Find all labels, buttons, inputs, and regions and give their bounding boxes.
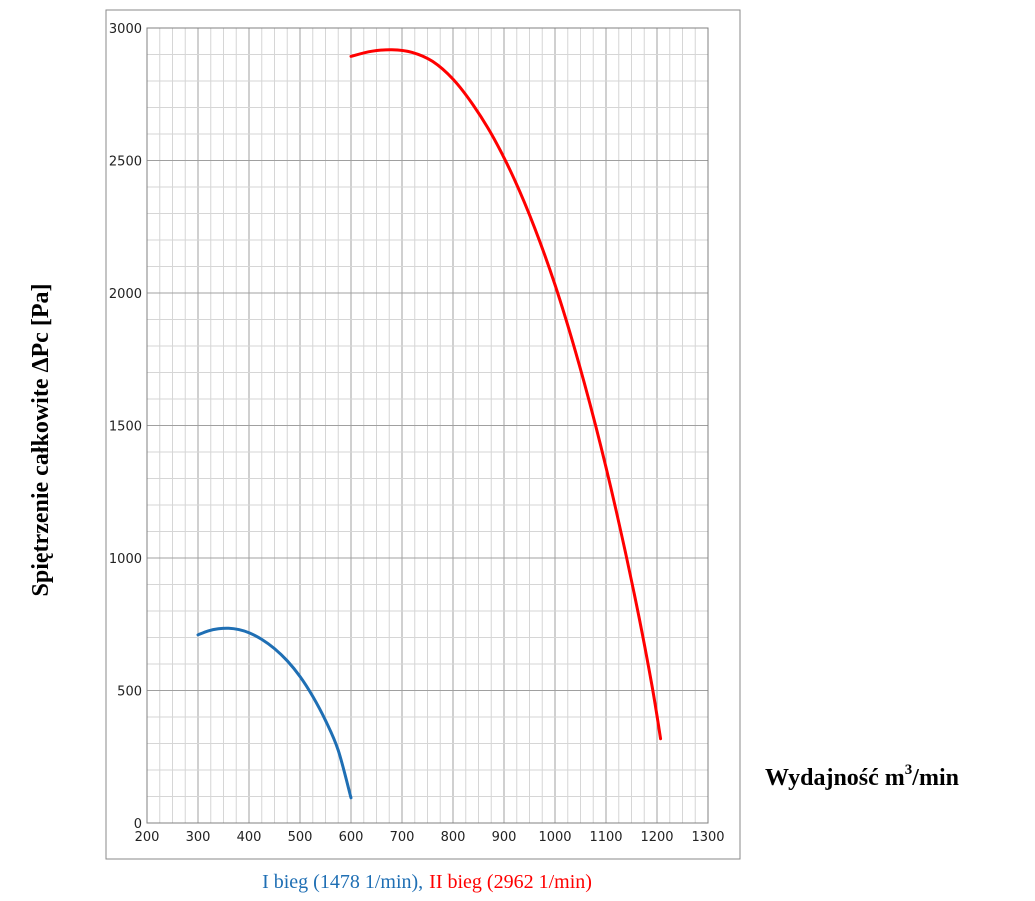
y-axis-label: Spiętrzenie całkowite ΔPc [Pa] [28,284,54,597]
x-tick-label: 1300 [691,830,724,845]
chart-outer-frame [105,9,741,860]
legend-entry-ii-bieg: II bieg (2962 1/min) [429,871,592,893]
x-tick-label: 1100 [589,830,622,845]
series [196,48,663,800]
legend-caption: I bieg (1478 1/min), II bieg (2962 1/min) [262,871,592,893]
x-axis-label-tail: /min [911,765,959,791]
grid [147,28,708,823]
x-tick-label: 300 [186,830,211,845]
y-tick-label: 0 [134,817,142,832]
x-tick-label: 600 [339,830,364,845]
y-tick-label: 2500 [109,155,142,170]
x-axis-label-sup: 3 [905,762,913,778]
y-tick-label: 500 [117,685,142,700]
x-tick-label: 500 [288,830,313,845]
x-tick-label: 1200 [640,830,673,845]
series-line-ii-bieg [349,48,663,741]
y-tick-label: 1500 [109,420,142,435]
x-tick-label: 800 [441,830,466,845]
legend-entry-i-bieg: I bieg (1478 1/min), [262,871,423,893]
x-axis-label-main: Wydajność m [765,765,905,791]
tick-labels: 200 300 400 500 600 700 800 900 1000 1100 1200 1300… [109,22,725,845]
x-tick-label: 900 [492,830,517,845]
y-tick-label: 2000 [109,287,142,302]
x-tick-label: 200 [135,830,160,845]
y-tick-label: 3000 [109,22,142,37]
plot-area-border [146,27,709,824]
series-line-i-bieg [196,626,353,800]
x-tick-label: 700 [390,830,415,845]
x-axis-label: Wydajność m3/min [765,762,959,791]
y-tick-label: 1000 [109,552,142,567]
x-tick-label: 1000 [538,830,571,845]
x-tick-label: 400 [237,830,262,845]
